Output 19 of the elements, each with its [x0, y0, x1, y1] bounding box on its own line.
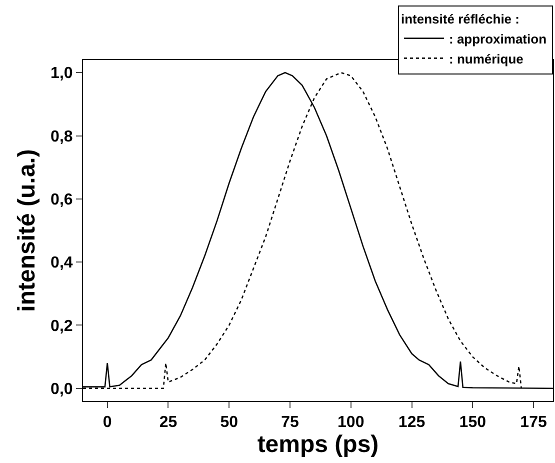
y-tick-label: 0,6	[50, 192, 73, 209]
x-tick-label: 100	[338, 414, 364, 432]
x-tick-label: 150	[459, 414, 486, 432]
x-axis-title: temps (ps)	[257, 431, 379, 458]
y-tick-label: 1,0	[50, 65, 73, 82]
legend-label: : approximation	[449, 31, 547, 46]
x-tick-label: 75	[281, 414, 299, 432]
y-tick-label: 0,4	[50, 254, 73, 272]
y-tick-label: 0,8	[50, 128, 73, 146]
y-tick-label: 0,0	[50, 380, 73, 398]
x-tick-label: 50	[220, 414, 238, 432]
x-tick-label: 25	[159, 414, 178, 432]
y-axis-title: intensité (u.a.)	[14, 149, 41, 312]
y-tick-label: 0,2	[50, 318, 73, 335]
legend-label: : numérique	[449, 51, 524, 66]
x-tick-label: 125	[398, 414, 426, 432]
legend-title: intensité réfléchie :	[401, 11, 520, 26]
x-tick-label: 0	[102, 414, 112, 432]
x-tick-label: 175	[520, 414, 547, 432]
